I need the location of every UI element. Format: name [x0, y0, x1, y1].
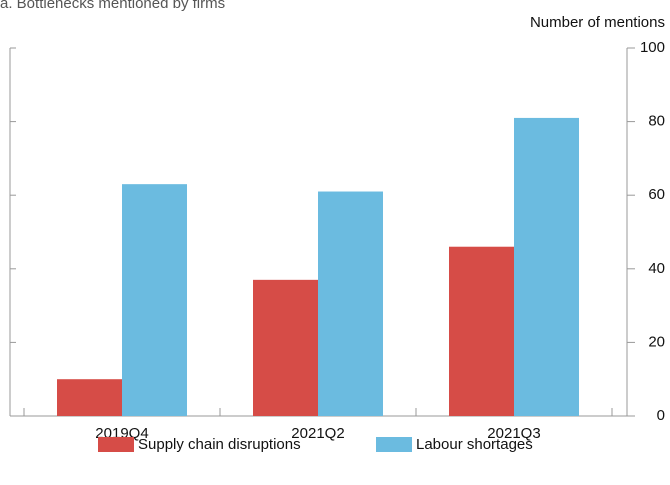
bar: [449, 246, 514, 416]
y-tick-label: 20: [648, 333, 665, 350]
legend-swatch: [376, 437, 412, 452]
chart-title: a. Bottlenecks mentioned by firms: [0, 0, 225, 12]
bar: [57, 379, 122, 416]
y-tick-label: 80: [648, 113, 665, 130]
y-tick-label: 60: [648, 186, 665, 203]
x-tick-label: 2021Q3: [487, 425, 540, 442]
y-tick-label: 40: [648, 260, 665, 277]
x-tick-label: 2021Q2: [291, 425, 344, 442]
bar: [318, 191, 383, 416]
bar: [514, 117, 579, 417]
legend-label: Labour shortages: [416, 436, 533, 453]
y-tick-label: 100: [640, 39, 665, 56]
legend-label: Supply chain disruptions: [138, 436, 301, 453]
y-axis-label: Number of mentions: [530, 14, 665, 31]
bar: [253, 279, 318, 416]
y-tick-label: 0: [657, 407, 665, 424]
legend-swatch: [98, 437, 134, 452]
bar: [122, 184, 187, 416]
